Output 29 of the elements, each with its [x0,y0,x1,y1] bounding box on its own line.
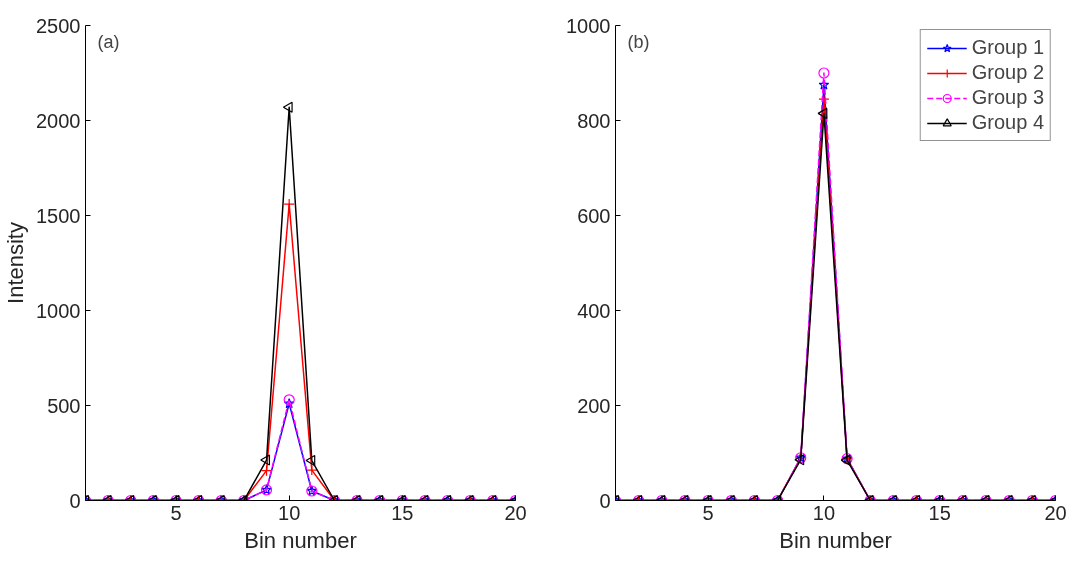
y-tick-label: 400 [577,299,611,322]
x-tick-label: 20 [504,501,527,524]
x-tick-label: 15 [391,501,414,524]
y-tick-label: 1000 [36,299,81,322]
y-tick-label: 2000 [36,109,81,132]
y-tick-label: 600 [577,204,611,227]
x-tick-label: 5 [170,501,182,524]
annotation: (b) [627,31,650,52]
y-tick-label: 1500 [36,204,81,227]
y-axis-title: Intensity [3,222,29,304]
annotation: (a) [97,31,120,52]
y-tick-label: 800 [577,109,611,132]
legend-label: Group 2 [971,61,1044,84]
x-tick-label: 10 [278,501,301,524]
x-tick-label: 20 [1044,501,1067,524]
x-tick-label: 15 [928,501,951,524]
y-tick-label: 0 [69,489,81,512]
y-tick-label: 200 [577,394,611,417]
y-tick-label: 500 [47,394,81,417]
y-tick-label: 1000 [566,14,611,37]
x-axis-title: Bin number [779,527,892,553]
legend-label: Group 1 [971,36,1044,59]
legend-label: Group 3 [971,86,1044,109]
x-axis-title: Bin number [244,527,357,553]
x-tick-label: 10 [812,501,836,524]
y-tick-label: 0 [599,489,611,512]
x-tick-label: 5 [702,501,714,524]
y-tick-label: 2500 [36,14,81,37]
legend-label: Group 4 [971,111,1044,134]
